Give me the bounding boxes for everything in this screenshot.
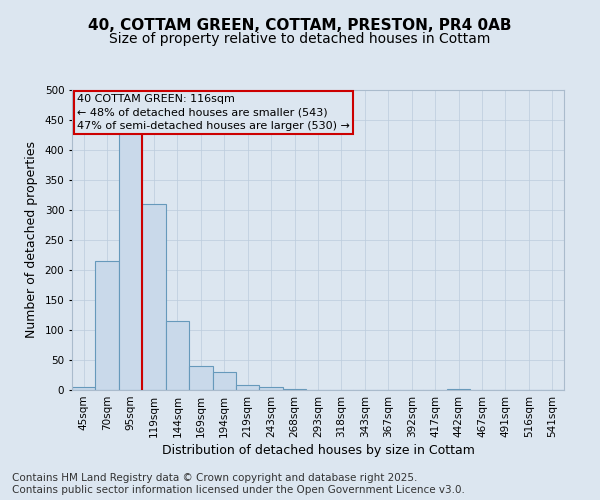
Bar — [72, 387, 95, 390]
Text: 40 COTTAM GREEN: 116sqm
← 48% of detached houses are smaller (543)
47% of semi-d: 40 COTTAM GREEN: 116sqm ← 48% of detache… — [77, 94, 350, 131]
Bar — [95, 261, 119, 390]
Bar — [142, 204, 166, 390]
Bar — [119, 120, 142, 390]
Bar — [189, 366, 212, 390]
Bar — [166, 321, 189, 390]
Bar — [236, 385, 259, 390]
Bar — [212, 372, 236, 390]
X-axis label: Distribution of detached houses by size in Cottam: Distribution of detached houses by size … — [161, 444, 475, 457]
Text: 40, COTTAM GREEN, COTTAM, PRESTON, PR4 0AB: 40, COTTAM GREEN, COTTAM, PRESTON, PR4 0… — [88, 18, 512, 32]
Text: Size of property relative to detached houses in Cottam: Size of property relative to detached ho… — [109, 32, 491, 46]
Bar — [259, 387, 283, 390]
Y-axis label: Number of detached properties: Number of detached properties — [25, 142, 38, 338]
Text: Contains HM Land Registry data © Crown copyright and database right 2025.
Contai: Contains HM Land Registry data © Crown c… — [12, 474, 465, 495]
